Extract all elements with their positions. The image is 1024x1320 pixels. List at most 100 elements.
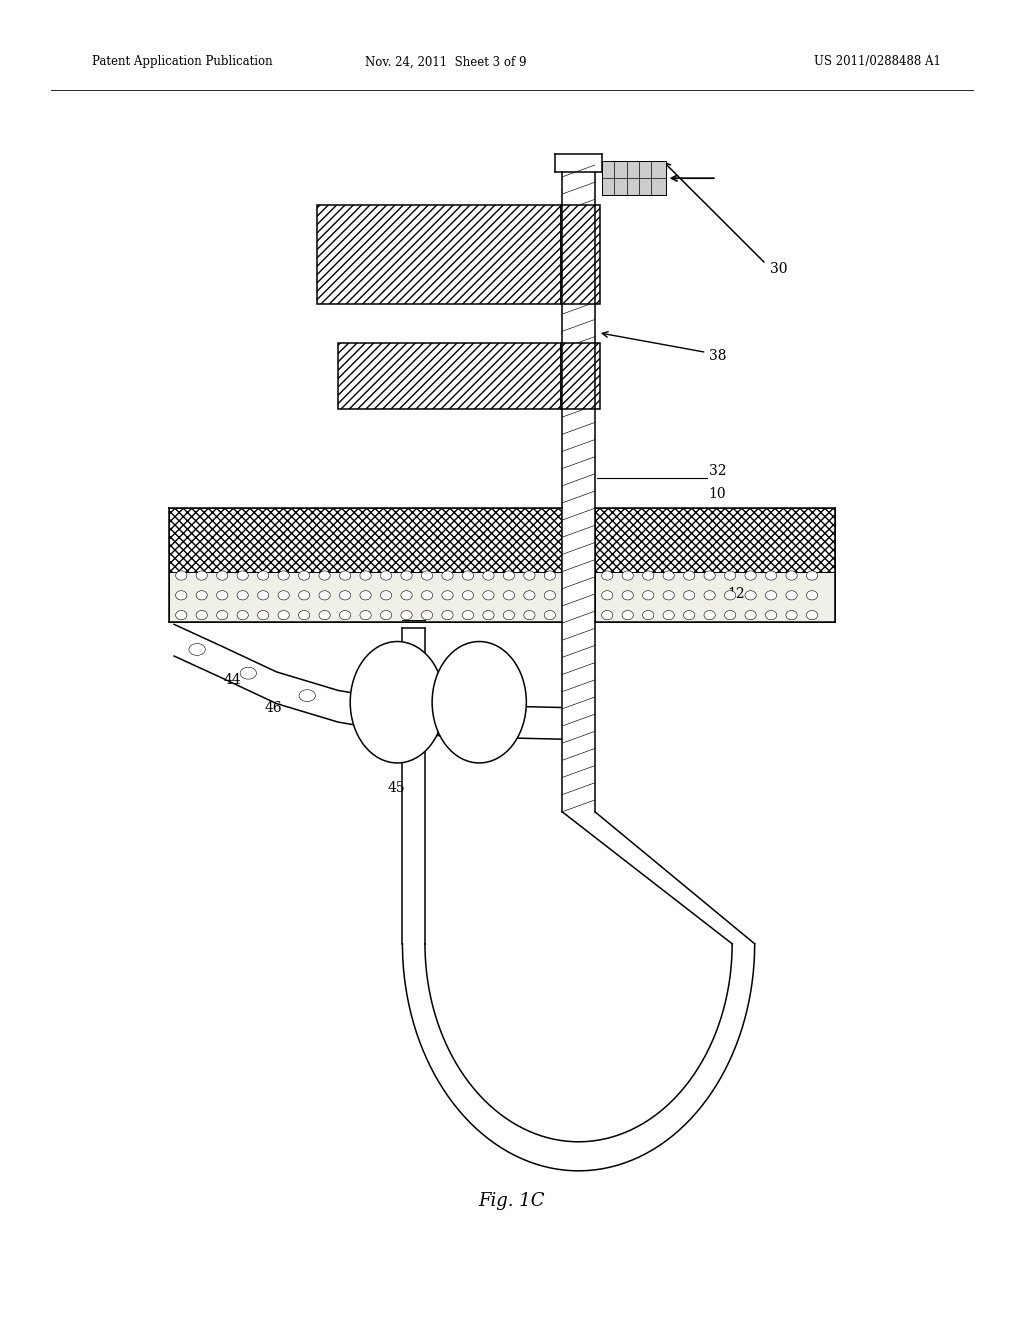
Text: 38: 38 bbox=[709, 350, 726, 363]
Bar bbox=[317, 205, 561, 304]
Ellipse shape bbox=[441, 611, 453, 620]
Ellipse shape bbox=[482, 591, 494, 599]
Ellipse shape bbox=[237, 591, 248, 599]
Ellipse shape bbox=[664, 591, 674, 599]
Ellipse shape bbox=[684, 572, 694, 581]
Ellipse shape bbox=[601, 572, 612, 581]
Ellipse shape bbox=[197, 591, 207, 599]
Ellipse shape bbox=[441, 591, 453, 599]
Ellipse shape bbox=[503, 572, 514, 581]
Text: 38: 38 bbox=[569, 719, 587, 733]
Text: 32: 32 bbox=[709, 465, 726, 478]
Ellipse shape bbox=[786, 572, 798, 581]
Ellipse shape bbox=[786, 611, 798, 620]
Ellipse shape bbox=[176, 611, 187, 620]
Ellipse shape bbox=[188, 644, 205, 656]
Ellipse shape bbox=[807, 572, 818, 581]
Ellipse shape bbox=[766, 572, 777, 581]
Ellipse shape bbox=[176, 572, 187, 581]
Ellipse shape bbox=[523, 611, 535, 620]
Ellipse shape bbox=[705, 591, 715, 599]
Ellipse shape bbox=[197, 611, 207, 620]
Ellipse shape bbox=[786, 591, 798, 599]
Ellipse shape bbox=[237, 572, 248, 581]
Ellipse shape bbox=[725, 591, 735, 599]
Ellipse shape bbox=[643, 611, 653, 620]
Text: 14: 14 bbox=[411, 532, 428, 545]
Ellipse shape bbox=[544, 572, 555, 581]
Ellipse shape bbox=[278, 591, 289, 599]
Ellipse shape bbox=[240, 668, 256, 680]
Text: US 2011/0288488 A1: US 2011/0288488 A1 bbox=[814, 55, 941, 69]
Bar bbox=[338, 343, 561, 409]
Ellipse shape bbox=[622, 572, 633, 581]
Ellipse shape bbox=[237, 611, 248, 620]
Ellipse shape bbox=[380, 591, 391, 599]
Ellipse shape bbox=[544, 611, 555, 620]
Ellipse shape bbox=[299, 689, 315, 702]
Ellipse shape bbox=[622, 611, 633, 620]
Ellipse shape bbox=[441, 572, 453, 581]
Ellipse shape bbox=[217, 611, 227, 620]
Ellipse shape bbox=[421, 572, 432, 581]
Ellipse shape bbox=[503, 591, 514, 599]
Circle shape bbox=[350, 642, 444, 763]
Ellipse shape bbox=[684, 591, 694, 599]
Ellipse shape bbox=[766, 591, 777, 599]
Text: Fig. 1C: Fig. 1C bbox=[479, 1192, 545, 1210]
Ellipse shape bbox=[197, 572, 207, 581]
Ellipse shape bbox=[176, 591, 187, 599]
Text: 46: 46 bbox=[264, 701, 282, 714]
Ellipse shape bbox=[462, 611, 473, 620]
Ellipse shape bbox=[462, 572, 473, 581]
Ellipse shape bbox=[318, 572, 330, 581]
Ellipse shape bbox=[462, 591, 473, 599]
Ellipse shape bbox=[544, 591, 555, 599]
Ellipse shape bbox=[807, 611, 818, 620]
Text: 44: 44 bbox=[223, 673, 241, 686]
Ellipse shape bbox=[725, 611, 735, 620]
Bar bbox=[169, 572, 562, 622]
Ellipse shape bbox=[400, 591, 412, 599]
Ellipse shape bbox=[258, 611, 268, 620]
Ellipse shape bbox=[622, 591, 633, 599]
Ellipse shape bbox=[725, 572, 735, 581]
Ellipse shape bbox=[360, 705, 377, 717]
Ellipse shape bbox=[482, 611, 494, 620]
Bar bbox=[561, 205, 600, 304]
Bar bbox=[595, 572, 835, 622]
Ellipse shape bbox=[664, 611, 674, 620]
Bar bbox=[595, 508, 835, 572]
Ellipse shape bbox=[298, 591, 309, 599]
Ellipse shape bbox=[745, 591, 756, 599]
Ellipse shape bbox=[745, 611, 756, 620]
Text: 12: 12 bbox=[727, 587, 744, 601]
Ellipse shape bbox=[601, 611, 612, 620]
Ellipse shape bbox=[498, 715, 514, 727]
Ellipse shape bbox=[664, 572, 674, 581]
Ellipse shape bbox=[217, 572, 227, 581]
Ellipse shape bbox=[318, 611, 330, 620]
Ellipse shape bbox=[359, 591, 371, 599]
Ellipse shape bbox=[400, 611, 412, 620]
Text: Nov. 24, 2011  Sheet 3 of 9: Nov. 24, 2011 Sheet 3 of 9 bbox=[365, 55, 526, 69]
Ellipse shape bbox=[380, 572, 391, 581]
Bar bbox=[602, 161, 666, 195]
Ellipse shape bbox=[339, 611, 350, 620]
Ellipse shape bbox=[503, 611, 514, 620]
Ellipse shape bbox=[684, 611, 694, 620]
Ellipse shape bbox=[318, 591, 330, 599]
Ellipse shape bbox=[421, 591, 432, 599]
Ellipse shape bbox=[601, 591, 612, 599]
Circle shape bbox=[432, 642, 526, 763]
Ellipse shape bbox=[339, 591, 350, 599]
Ellipse shape bbox=[359, 572, 371, 581]
Ellipse shape bbox=[643, 591, 653, 599]
Ellipse shape bbox=[523, 572, 535, 581]
Ellipse shape bbox=[339, 572, 350, 581]
Ellipse shape bbox=[400, 572, 412, 581]
Ellipse shape bbox=[643, 572, 653, 581]
Ellipse shape bbox=[258, 572, 268, 581]
Bar bbox=[561, 343, 600, 409]
Ellipse shape bbox=[380, 611, 391, 620]
